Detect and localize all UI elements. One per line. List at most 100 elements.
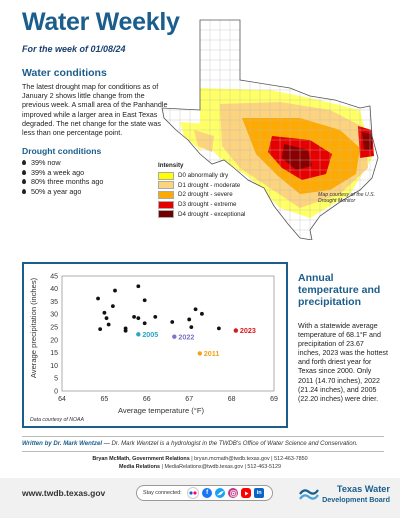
highlight-point-2011 [197, 351, 202, 356]
scatter-point [142, 321, 147, 326]
water-wave-icon [299, 489, 319, 500]
scatter-point [104, 316, 109, 321]
y-tick-label: 5 [54, 376, 58, 383]
scatter-point [193, 307, 198, 312]
legend-swatch [158, 181, 174, 190]
page-subtitle: For the week of 01/08/24 [22, 44, 126, 54]
droplet-icon [22, 179, 26, 185]
legend-swatch [158, 210, 174, 219]
linkedin-icon[interactable]: in [254, 488, 265, 498]
y-tick-label: 20 [50, 337, 58, 344]
list-item: 50% a year ago [22, 187, 103, 197]
droplet-icon [22, 160, 26, 166]
divider [22, 436, 384, 437]
youtube-icon[interactable] [241, 488, 252, 498]
stay-connected-label: Stay connected: [143, 490, 182, 496]
twdb-logo: Texas Water Development Board [299, 480, 390, 510]
scatter-point [142, 298, 147, 303]
plot-area [61, 275, 275, 392]
droplet-icon [22, 189, 26, 195]
y-tick-label: 0 [54, 388, 58, 395]
scatter-point [136, 284, 141, 289]
y-tick-label: 40 [50, 286, 58, 293]
x-tick-label: 69 [270, 396, 278, 403]
scatter-point [200, 311, 204, 316]
legend-swatch [158, 190, 174, 199]
byline: Written by Dr. Mark Wentzel — Dr. Mark W… [22, 440, 384, 447]
x-tick-label: 66 [143, 396, 151, 403]
d4-east-region [362, 132, 372, 150]
x-tick-label: 68 [228, 396, 236, 403]
d1-west-region [194, 130, 214, 152]
instagram-icon[interactable] [228, 488, 239, 498]
highlight-label-2023: 2023 [240, 326, 256, 335]
contact-line: Media Relations | MediaRelations@twdb.te… [119, 464, 281, 470]
texas-drought-map [161, 19, 379, 240]
logo-line1: Texas Water [336, 484, 390, 494]
scatter-point [102, 310, 107, 315]
y-tick-label: 25 [50, 325, 58, 332]
texas-outline [161, 19, 379, 240]
twitter-icon[interactable] [215, 488, 226, 498]
d4-region [282, 144, 312, 170]
byline-bio: — Dr. Mark Wentzel is a hydrologist in t… [102, 440, 358, 447]
scatter-point [98, 327, 103, 332]
scatter-point [110, 304, 115, 309]
scatter-point [170, 320, 175, 324]
y-axis-label: Average precipitation (inches) [29, 277, 38, 378]
drought-conditions-list: 39% now 39% a week ago 80% three months … [22, 158, 103, 196]
y-tick-label: 10 [50, 363, 58, 370]
highlight-point-2023 [233, 328, 239, 333]
annual-text: With a statewide average temperature of … [298, 322, 388, 403]
legend-swatch [158, 200, 174, 209]
y-tick-label: 35 [50, 299, 58, 306]
water-conditions-text: The latest drought map for conditions as… [22, 82, 168, 138]
list-item: 39% a week ago [22, 168, 103, 178]
highlight-point-2005 [136, 332, 141, 337]
x-axis-label: Average temperature (°F) [118, 406, 205, 415]
legend-item: D4 drought - exceptional [158, 209, 245, 219]
map-credit: Map courtesy of the U.S. Drought Monitor [318, 192, 376, 205]
legend-item: D1 drought - moderate [158, 181, 245, 191]
contact-line: Bryan McMath, Government Relations | bry… [92, 456, 308, 462]
chart-frame: 0 5 10 15 20 25 30 35 40 45 64 65 66 67 68 69 2005 2022 2… [22, 262, 288, 428]
scatter-point [113, 288, 117, 293]
legend-item: D2 drought - severe [158, 190, 245, 200]
scatter-point [96, 296, 100, 301]
x-tick-label: 67 [185, 396, 193, 403]
legend-item: D0 abnormally dry [158, 171, 245, 181]
annual-heading: Annual temperature and precipitation [298, 272, 381, 308]
page-title: Water Weekly [22, 8, 180, 36]
scatter-point [216, 326, 221, 331]
scatter-point [187, 317, 192, 322]
logo-line2: Development Board [322, 495, 390, 504]
x-tick-label: 65 [101, 396, 109, 403]
y-tick-label: 45 [50, 273, 58, 280]
list-item: 80% three months ago [22, 177, 103, 187]
byline-author: Written by Dr. Mark Wentzel [22, 440, 103, 447]
social-links: Stay connected: f in [136, 485, 273, 501]
highlight-label-2022: 2022 [178, 332, 194, 341]
droplet-icon [22, 169, 26, 175]
highlight-point-2022 [172, 334, 177, 339]
scatter-point [153, 314, 158, 319]
highlight-label-2005: 2005 [142, 330, 158, 339]
y-tick-label: 30 [50, 312, 58, 319]
divider [22, 451, 384, 452]
facebook-icon[interactable]: f [202, 488, 213, 498]
scatter-point [106, 322, 111, 327]
legend-item: D3 drought - extreme [158, 200, 245, 210]
scatter-point [123, 328, 128, 333]
drought-conditions-heading: Drought conditions [22, 146, 102, 156]
legend-swatch [158, 171, 174, 180]
y-tick-label: 15 [50, 350, 58, 357]
scatter-point [189, 325, 194, 330]
website-link[interactable]: www.twdb.texas.gov [22, 488, 106, 498]
scatter-chart: 0 5 10 15 20 25 30 35 40 45 64 65 66 67 68 69 2005 2022 2… [29, 273, 278, 415]
flickr-icon[interactable] [187, 487, 200, 499]
chart-credit: Data courtesy of NOAA [30, 417, 84, 423]
scatter-point [132, 314, 136, 319]
highlight-label-2011: 2011 [204, 349, 220, 358]
list-item: 39% now [22, 158, 103, 168]
x-tick-label: 64 [58, 396, 66, 403]
